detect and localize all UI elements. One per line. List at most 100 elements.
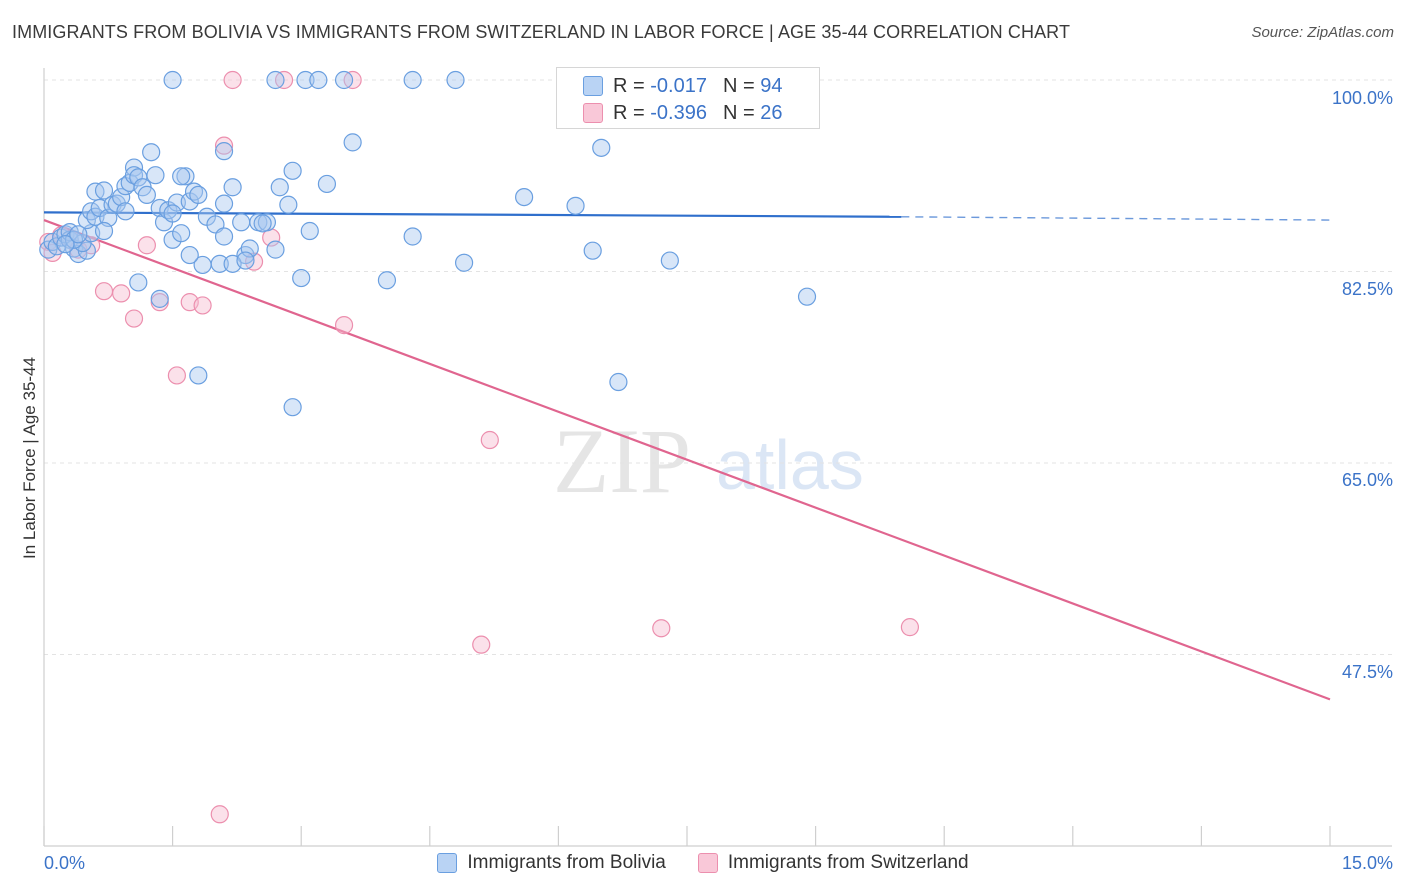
data-point-bolivia <box>592 138 611 157</box>
chart-title: IMMIGRANTS FROM BOLIVIA VS IMMIGRANTS FR… <box>12 22 1071 42</box>
data-point-bolivia <box>69 225 88 244</box>
trend-line-switzerland <box>43 219 1331 701</box>
data-point-bolivia <box>583 241 602 260</box>
series-bolivia-points <box>39 70 817 417</box>
legend-label-switzerland: Immigrants from Switzerland <box>727 852 969 873</box>
data-point-bolivia <box>172 167 191 186</box>
tick-labels: 47.5% 65.0% 82.5% 100.0% 0.0% 15.0% <box>44 88 1393 873</box>
data-point-bolivia <box>797 287 817 306</box>
y-tick-label: 65.0% <box>1342 470 1393 490</box>
data-point-switzerland <box>193 296 212 315</box>
correlation-row-bolivia: R = -0.017 N = 94 <box>583 74 782 98</box>
data-point-bolivia <box>609 372 628 392</box>
data-point-bolivia <box>94 181 114 200</box>
data-point-bolivia <box>300 221 319 241</box>
data-point-switzerland <box>94 282 114 301</box>
data-point-bolivia <box>283 398 302 417</box>
r-value: -0.017 <box>650 74 707 97</box>
bolivia-swatch <box>583 76 603 96</box>
data-point-switzerland <box>210 805 229 824</box>
axes <box>43 68 1392 847</box>
legend-item-bolivia[interactable]: Immigrants from Bolivia <box>437 852 666 874</box>
y-tick-label: 100.0% <box>1332 88 1393 108</box>
data-point-bolivia <box>163 70 182 90</box>
data-point-switzerland <box>214 136 234 155</box>
n-value: 94 <box>760 74 783 97</box>
r-value: -0.396 <box>650 101 707 124</box>
data-point-switzerland <box>900 618 920 637</box>
n-label: N = <box>722 101 755 124</box>
data-point-bolivia <box>214 142 234 161</box>
data-point-bolivia <box>334 70 354 90</box>
data-point-bolivia <box>292 268 311 288</box>
data-point-bolivia <box>270 178 289 197</box>
data-point-switzerland <box>223 70 242 90</box>
data-point-bolivia <box>403 70 422 90</box>
data-point-bolivia <box>240 239 259 258</box>
data-point-bolivia <box>167 193 186 212</box>
data-point-switzerland <box>652 619 671 638</box>
data-point-switzerland <box>334 316 354 335</box>
data-point-bolivia <box>377 271 397 290</box>
data-point-bolivia <box>266 70 285 90</box>
data-point-bolivia <box>163 204 182 223</box>
data-point-bolivia <box>283 161 302 180</box>
data-point-bolivia <box>446 70 465 90</box>
data-point-bolivia <box>266 240 285 259</box>
data-point-bolivia <box>112 187 131 207</box>
data-point-bolivia <box>94 221 114 241</box>
y-tick-label: 82.5% <box>1342 279 1393 299</box>
x-tick-label: 0.0% <box>44 853 85 873</box>
data-point-bolivia <box>142 143 161 162</box>
trend-lines <box>43 211 1331 701</box>
data-point-switzerland <box>480 430 499 450</box>
correlation-row-switzerland: R = -0.396 N = 26 <box>583 101 782 125</box>
legend-label-bolivia: Immigrants from Bolivia <box>467 852 666 873</box>
data-point-bolivia <box>223 178 242 197</box>
data-point-bolivia <box>189 366 208 385</box>
data-point-bolivia <box>129 273 148 292</box>
data-point-bolivia <box>296 70 315 90</box>
data-point-bolivia <box>116 202 135 221</box>
data-point-bolivia <box>343 133 362 152</box>
data-point-bolivia <box>403 227 422 246</box>
legend-item-switzerland[interactable]: Immigrants from Switzerland <box>697 852 969 874</box>
correlation-box: R = -0.017 N = 94 R = -0.396 N = 26 <box>556 67 820 129</box>
data-point-bolivia <box>146 166 165 185</box>
data-point-bolivia <box>150 289 169 308</box>
data-point-bolivia <box>189 185 208 204</box>
data-point-bolivia <box>309 70 328 90</box>
data-point-bolivia <box>86 207 105 226</box>
data-point-bolivia <box>232 213 251 232</box>
data-point-switzerland <box>167 366 186 385</box>
x-tick-label: 15.0% <box>1342 853 1393 873</box>
data-point-bolivia <box>176 167 195 186</box>
watermark: ZIP atlas <box>553 410 864 512</box>
data-point-switzerland <box>472 635 491 654</box>
data-point-switzerland <box>124 309 144 328</box>
switzerland-swatch <box>583 103 603 123</box>
watermark-zip: ZIP <box>553 410 691 512</box>
data-point-bolivia <box>214 194 234 213</box>
y-axis-label: In Labor Force | Age 35-44 <box>20 357 39 559</box>
legend-swatch-bolivia <box>437 853 458 873</box>
data-point-switzerland <box>112 284 131 303</box>
data-point-bolivia <box>180 245 199 265</box>
n-value: 26 <box>760 101 783 124</box>
y-tick-label: 47.5% <box>1342 662 1393 682</box>
data-point-bolivia <box>124 158 144 177</box>
data-point-bolivia <box>210 254 229 273</box>
series-switzerland-points <box>39 70 920 824</box>
legend-swatch-switzerland <box>697 853 718 873</box>
trend-line-bolivia-extension <box>901 216 1331 221</box>
trend-line-bolivia <box>43 211 902 218</box>
data-point-bolivia <box>515 187 534 207</box>
r-label: R = <box>613 101 645 124</box>
data-point-bolivia <box>214 227 234 246</box>
grid-lines <box>44 79 1392 655</box>
n-label: N = <box>722 74 755 97</box>
data-point-bolivia <box>660 251 679 270</box>
data-point-bolivia <box>566 196 585 215</box>
data-point-switzerland <box>137 236 156 255</box>
